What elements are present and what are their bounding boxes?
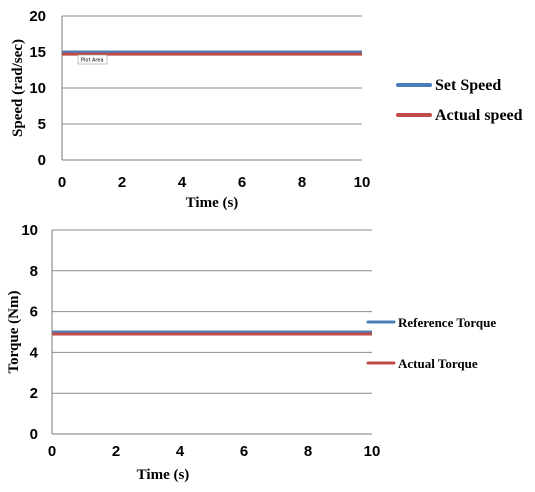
speed-chart: 0 5 10 15 20 0 2 4 6 8 10 Time (s) Speed (rad/sec) Se… xyxy=(10,8,523,211)
x-axis-title: Time (s) xyxy=(137,467,190,483)
x-tick-label: 2 xyxy=(112,443,120,460)
x-tick-label: 4 xyxy=(176,443,185,460)
y-axis-title: Torque (Nm) xyxy=(6,291,22,374)
x-tick-label: 0 xyxy=(48,443,56,460)
legend-label: Actual speed xyxy=(435,107,523,124)
y-tick-label: 20 xyxy=(29,8,46,25)
x-tick-label: 10 xyxy=(354,174,371,191)
y-tick-label: 4 xyxy=(30,344,39,361)
y-tick-label: 15 xyxy=(29,44,46,61)
y-tick-label: 6 xyxy=(30,304,38,321)
x-tick-label: 4 xyxy=(178,174,187,191)
x-tick-label: 0 xyxy=(58,174,66,191)
x-tick-label: 8 xyxy=(298,174,306,191)
y-tick-label: 8 xyxy=(30,263,38,280)
y-tick-label: 10 xyxy=(29,80,46,97)
x-tick-label: 2 xyxy=(118,174,126,191)
y-axis-title: Speed (rad/sec) xyxy=(10,39,26,137)
y-tick-label: 0 xyxy=(30,426,38,443)
tooltip-box xyxy=(77,54,108,65)
x-tick-label: 6 xyxy=(238,174,246,191)
legend-label: Reference Torque xyxy=(398,315,496,330)
legend-label: Set Speed xyxy=(435,77,501,94)
x-tick-label: 6 xyxy=(240,443,248,460)
y-tick-label: 5 xyxy=(38,116,46,133)
legend-label: Actual Torque xyxy=(398,356,478,371)
torque-chart: 0 2 4 6 8 10 0 2 4 6 8 10 Time (s) Torque (Nm) Referen… xyxy=(6,222,496,483)
y-tick-label: 2 xyxy=(30,385,38,402)
tooltip-text: Plot Area xyxy=(81,57,104,63)
x-tick-label: 8 xyxy=(304,443,312,460)
y-tick-label: 0 xyxy=(38,152,46,169)
x-axis-title: Time (s) xyxy=(186,195,239,211)
x-tick-label: 10 xyxy=(364,443,381,460)
y-tick-label: 10 xyxy=(21,222,38,239)
